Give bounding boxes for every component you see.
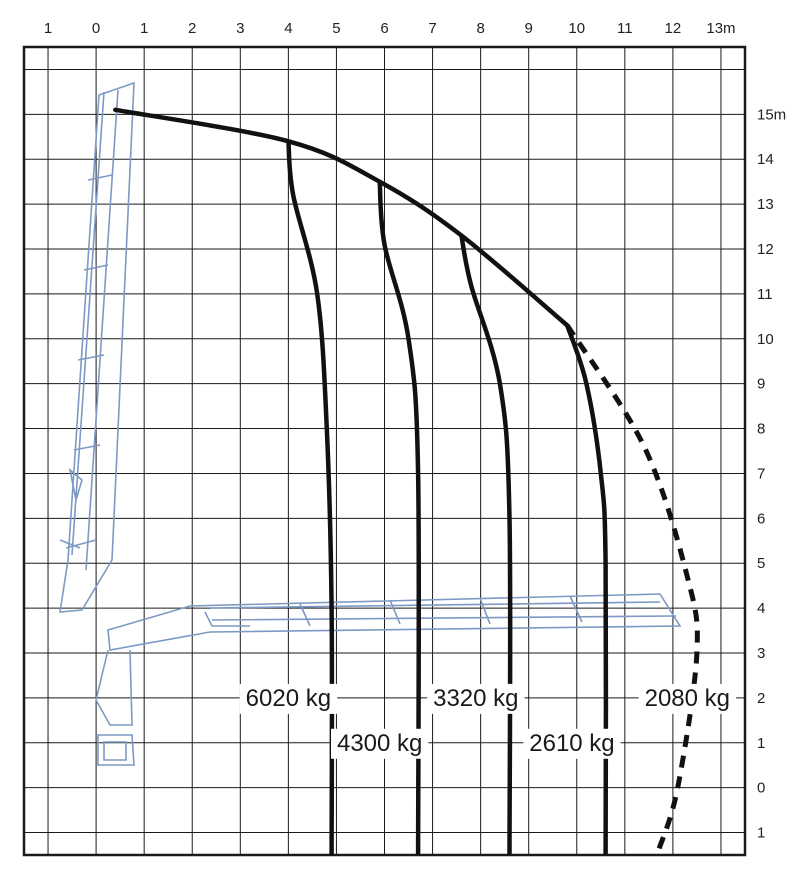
y-tick-label: 1 [757,825,765,842]
crane-raised-boom [59,81,135,613]
envelope-extension-dashed [565,323,700,852]
x-tick-label: 11 [617,20,633,37]
y-tick-label: 12 [757,241,774,258]
x-tick-label: 8 [476,20,484,37]
load-curve [286,141,335,856]
x-tick-label: 7 [428,20,436,37]
load-curve [377,181,422,856]
grid [22,45,747,857]
crane-mast [95,649,133,726]
x-tick-label: 1 [44,20,52,37]
y-tick-label: 7 [757,465,765,482]
y-tick-label: 10 [757,331,774,348]
y-tick-label: 6 [757,510,765,527]
x-tick-label: 3 [236,20,244,37]
load-label: 2610 kg [529,730,614,757]
x-tick-label: 13m [706,20,735,37]
load-label-background [638,683,737,714]
load-label-background [427,683,525,714]
axis-ticks: 1 0 1 2 3 4 5 6 7 8 9 10 11 12 13m15m14131211109876543… [44,20,786,842]
y-tick-label: 8 [757,421,765,438]
load-curve [459,235,513,856]
y-tick-label: 2 [757,690,765,707]
load-label: 4300 kg [337,730,422,757]
y-tick-label: 13 [757,196,774,213]
x-tick-label: 1 [140,20,148,37]
y-tick-label: 1 [757,735,765,752]
load-label: 2080 kg [645,685,730,712]
x-tick-label: 5 [332,20,340,37]
y-tick-label: 5 [757,555,765,572]
crane-horizontal-boom [107,593,682,651]
y-tick-label: 14 [757,151,774,168]
y-tick-label: 3 [757,645,765,662]
load-label: 6020 kg [246,685,331,712]
y-tick-label: 15m [757,106,786,123]
load-label: 3320 kg [433,685,518,712]
x-tick-label: 0 [92,20,100,37]
y-tick-label: 11 [757,286,773,303]
y-tick-label: 9 [757,376,765,393]
load-label-background [523,728,621,759]
load-label-background [330,728,429,759]
x-tick-label: 4 [284,20,292,37]
x-tick-label: 10 [568,20,585,37]
x-tick-label: 2 [188,20,196,37]
crane-illustration [59,81,682,766]
x-tick-label: 9 [525,20,533,37]
x-tick-label: 6 [380,20,388,37]
envelope-curve [113,107,570,328]
load-label-background [239,683,338,714]
load-curve [565,324,609,856]
y-tick-label: 4 [757,600,765,617]
y-tick-label: 0 [757,780,765,797]
x-tick-label: 12 [665,20,682,37]
